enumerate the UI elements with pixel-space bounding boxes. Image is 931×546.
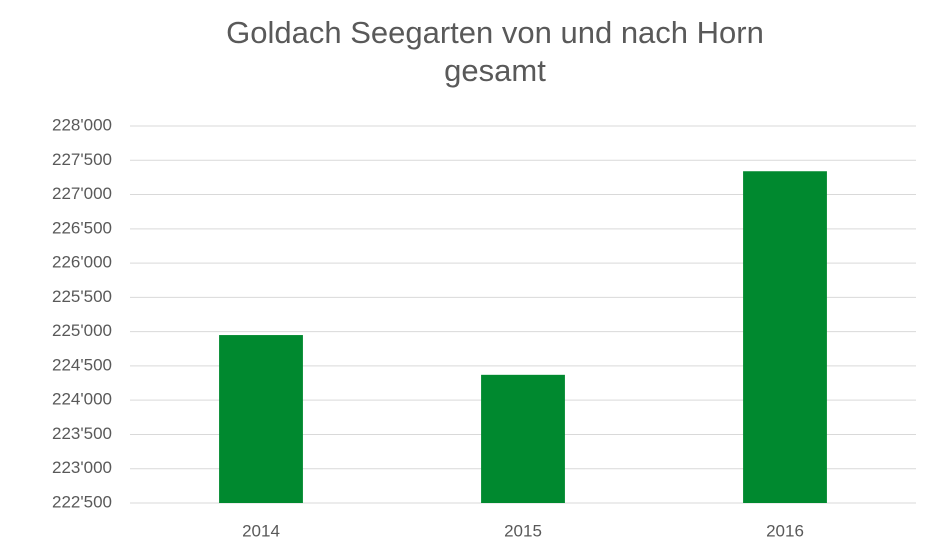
y-tick-label: 226'500	[52, 218, 112, 237]
x-tick-label: 2015	[504, 521, 542, 540]
y-tick-label: 227'000	[52, 184, 112, 203]
y-tick-label: 224'500	[52, 355, 112, 374]
y-tick-label: 227'500	[52, 150, 112, 169]
x-tick-label: 2016	[766, 521, 804, 540]
y-tick-label: 228'000	[52, 115, 112, 134]
bar	[743, 171, 827, 504]
bar	[219, 335, 303, 503]
x-tick-label: 2014	[242, 521, 280, 540]
y-tick-label: 226'000	[52, 253, 112, 272]
bar	[481, 374, 565, 503]
y-tick-label: 223'500	[52, 424, 112, 443]
y-tick-label: 223'000	[52, 458, 112, 477]
y-tick-label: 225'500	[52, 287, 112, 306]
chart-title: Goldach Seegarten von und nach Horn gesa…	[226, 15, 764, 88]
y-tick-label: 225'000	[52, 321, 112, 340]
y-tick-label: 222'500	[52, 492, 112, 511]
y-tick-label: 224'000	[52, 390, 112, 409]
